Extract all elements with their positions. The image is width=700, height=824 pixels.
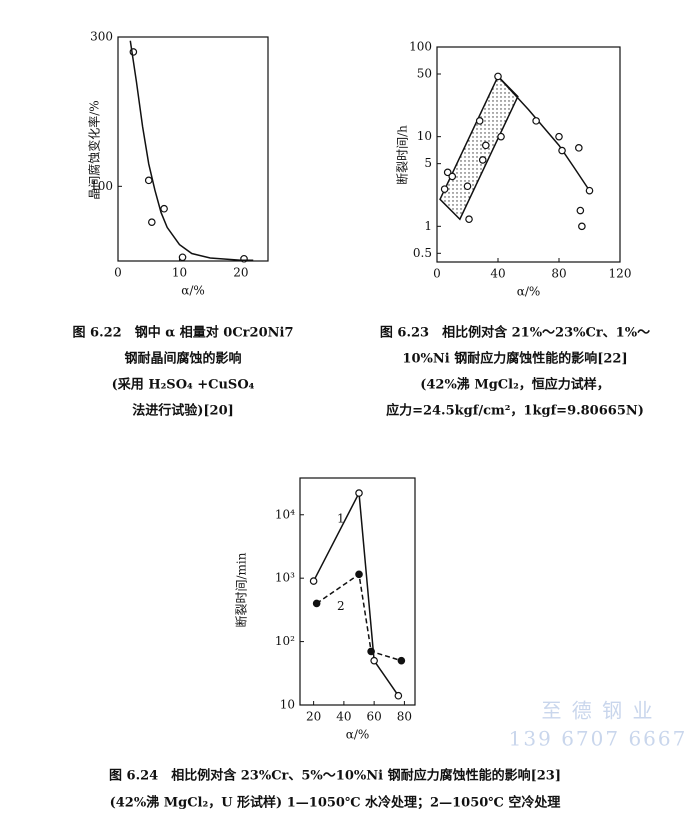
data-point	[575, 144, 583, 152]
data-point	[494, 72, 502, 81]
y-tick-label: 100	[409, 40, 432, 54]
x-tick-label: 40	[336, 710, 351, 724]
caption: (采用 H₂SO₄ +CuSO₄	[112, 377, 255, 393]
watermark: 至 德 钢 业	[541, 699, 654, 723]
caption: 法进行试验)[20]	[132, 403, 234, 419]
y-tick-label: 0.5	[413, 246, 432, 260]
series-label: 2	[337, 599, 345, 613]
caption: 应力=24.5kgf/cm²，1kgf=9.80665N)	[386, 403, 644, 419]
x-tick-label: 80	[397, 710, 412, 724]
plot-frame	[436, 46, 621, 263]
x-tick-label: 0	[114, 266, 122, 280]
series-line	[316, 573, 402, 662]
x-axis-label: α/%	[181, 284, 205, 298]
caption: (42%沸 MgCl₂，恒应力试样，	[420, 377, 610, 393]
data-point	[144, 176, 153, 185]
data-point	[478, 156, 487, 164]
data-point	[555, 132, 563, 141]
data-point	[578, 222, 586, 231]
y-tick-label: 1	[424, 219, 432, 233]
data-point	[312, 599, 321, 608]
data-point	[443, 168, 452, 177]
y-axis-label: 晶间腐蚀变化率/%	[87, 100, 102, 199]
data-point	[481, 141, 490, 150]
x-tick-label: 60	[367, 710, 382, 724]
y-axis-label: 断裂时间/h	[395, 125, 410, 185]
x-tick-label: 20	[306, 710, 321, 724]
series-label: 1	[337, 512, 345, 526]
plot-frame	[117, 36, 269, 262]
caption: 钢耐晶间腐蚀的影响	[124, 351, 241, 367]
x-tick-label: 40	[490, 267, 505, 281]
caption: (42%沸 MgCl₂，U 形试样) 1—1050℃ 水冷处理；2—1050℃ …	[110, 795, 561, 811]
x-tick-label: 80	[551, 267, 566, 281]
y-tick-label: 5	[424, 156, 432, 170]
y-tick-label: 10⁴	[275, 507, 295, 521]
y-axis-label: 断裂时间/min	[234, 552, 249, 627]
data-point	[309, 577, 318, 585]
series-line	[129, 40, 254, 262]
caption: 图 6.22 钢中 α 相量对 0Cr20Ni7	[73, 325, 294, 341]
x-tick-label: 20	[233, 266, 248, 280]
data-point	[448, 172, 457, 181]
data-point	[160, 204, 168, 213]
data-point	[355, 570, 363, 579]
y-tick-label: 10	[417, 129, 432, 143]
y-tick-label: 50	[417, 66, 432, 80]
data-point	[497, 132, 505, 141]
data-point	[178, 253, 187, 262]
data-point	[465, 215, 473, 224]
x-axis-label: α/%	[517, 285, 541, 299]
series-line	[497, 75, 591, 192]
x-tick-label: 0	[433, 267, 441, 281]
data-point	[558, 146, 566, 155]
series-line	[312, 490, 399, 697]
shaded-band	[439, 75, 519, 221]
data-point	[585, 186, 594, 195]
x-tick-label: 10	[172, 266, 187, 280]
watermark: 139 6707 6667	[509, 727, 688, 751]
y-tick-label: 100	[90, 179, 113, 193]
data-point	[367, 647, 375, 656]
x-tick-label: 120	[609, 267, 632, 281]
data-point	[397, 656, 406, 665]
x-axis-label: α/%	[346, 728, 370, 742]
data-point	[394, 691, 403, 700]
data-point	[370, 656, 378, 665]
plot-frame	[299, 477, 416, 706]
caption: 图 6.24 相比例对含 23%Cr、5%～10%Ni 钢耐应力腐蚀性能的影响[…	[109, 768, 561, 784]
data-point	[532, 117, 540, 125]
data-point	[355, 489, 363, 497]
caption: 10%Ni 钢耐应力腐蚀性能的影响[22]	[402, 351, 627, 367]
data-point	[148, 218, 156, 226]
caption: 图 6.23 相比例对含 21%～23%Cr、1%～	[380, 325, 650, 341]
data-point	[576, 206, 585, 215]
data-point	[440, 185, 449, 193]
y-tick-label: 300	[90, 30, 113, 44]
y-tick-label: 10	[280, 698, 295, 712]
y-tick-label: 10²	[275, 634, 295, 648]
y-tick-label: 10³	[275, 571, 295, 585]
data-point	[475, 117, 484, 125]
data-point	[463, 182, 472, 191]
